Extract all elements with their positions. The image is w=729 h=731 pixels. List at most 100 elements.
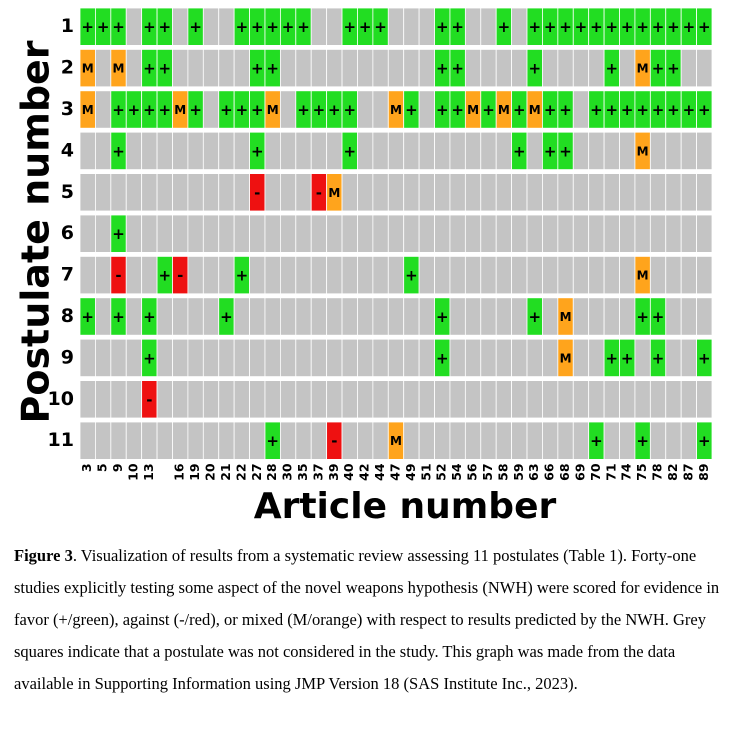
cell xyxy=(403,49,420,88)
cell xyxy=(372,380,389,419)
cell xyxy=(279,131,297,170)
cell xyxy=(572,173,590,212)
cell xyxy=(619,255,636,295)
cell xyxy=(202,380,220,419)
x-tick-label: 44 xyxy=(372,463,387,481)
cell xyxy=(326,255,343,295)
cell-label: + xyxy=(158,267,171,285)
cell-label: + xyxy=(528,60,541,78)
cell xyxy=(464,338,482,378)
cell xyxy=(95,131,112,170)
cell xyxy=(172,7,189,46)
x-tick-label: 57 xyxy=(480,463,495,480)
cell xyxy=(218,7,235,46)
cell xyxy=(665,338,682,378)
cell xyxy=(495,421,513,460)
cell xyxy=(125,173,143,212)
cell xyxy=(372,421,389,460)
x-tick-label: 35 xyxy=(295,463,310,480)
cell xyxy=(495,297,513,336)
cell xyxy=(603,214,620,253)
cell-label: + xyxy=(282,18,295,36)
cell xyxy=(495,131,513,170)
cell-label: + xyxy=(220,101,233,119)
cell-label: + xyxy=(251,101,264,119)
cell xyxy=(295,214,312,253)
cell xyxy=(526,338,543,378)
cell xyxy=(449,421,466,460)
cell xyxy=(619,214,636,253)
cell-label: + xyxy=(636,308,649,326)
cell xyxy=(279,421,297,460)
cell xyxy=(511,173,528,212)
cell xyxy=(542,297,559,336)
x-tick-label: 71 xyxy=(603,463,618,480)
cell xyxy=(418,380,435,419)
cell-label: M xyxy=(637,144,649,158)
cell xyxy=(696,7,713,46)
cell xyxy=(187,255,204,295)
cell-label: + xyxy=(636,18,649,36)
cell xyxy=(696,214,713,253)
cell xyxy=(125,297,143,336)
cell-label: + xyxy=(652,18,665,36)
cell xyxy=(557,49,574,88)
cell xyxy=(326,7,343,46)
cell xyxy=(464,173,482,212)
cell-label: + xyxy=(143,60,156,78)
cell xyxy=(79,338,96,378)
x-tick-label: 13 xyxy=(141,463,156,480)
cell xyxy=(187,421,204,460)
cell xyxy=(480,214,497,253)
cell-label: + xyxy=(236,18,249,36)
cell xyxy=(557,255,574,295)
y-tick-label: 8 xyxy=(61,305,74,327)
cell xyxy=(156,214,173,253)
cell xyxy=(588,338,605,378)
cell xyxy=(665,131,682,170)
cell-label: + xyxy=(590,101,603,119)
cell xyxy=(696,173,713,212)
cell-label: + xyxy=(559,18,572,36)
cell xyxy=(403,338,420,378)
x-tick-label: 78 xyxy=(650,463,665,480)
cell-label: + xyxy=(513,142,526,160)
cell xyxy=(464,131,482,170)
cell xyxy=(326,214,343,253)
cell-label: M xyxy=(637,62,649,76)
cell-label: + xyxy=(451,18,464,36)
cell xyxy=(202,214,220,253)
cell xyxy=(526,255,543,295)
cell xyxy=(79,421,96,460)
cell-label: + xyxy=(606,18,619,36)
cell-label: + xyxy=(112,225,125,243)
cell xyxy=(572,297,590,336)
cell xyxy=(233,49,250,88)
cell xyxy=(418,7,435,46)
cell xyxy=(110,380,127,419)
cell xyxy=(279,380,297,419)
cell xyxy=(511,338,528,378)
cell xyxy=(187,173,204,212)
cell xyxy=(125,421,143,460)
cell xyxy=(372,255,389,295)
cell-label: + xyxy=(683,101,696,119)
cell xyxy=(434,131,451,170)
cell xyxy=(357,214,374,253)
cell xyxy=(588,380,605,419)
cell-label: + xyxy=(374,18,387,36)
cell xyxy=(279,338,297,378)
cell xyxy=(125,49,143,88)
cell xyxy=(696,255,713,295)
cell xyxy=(372,90,389,129)
cell xyxy=(619,297,636,336)
cell-label: + xyxy=(158,60,171,78)
cell-label: + xyxy=(698,101,711,119)
cell xyxy=(387,131,405,170)
cell-label: M xyxy=(498,103,510,117)
cell-label: + xyxy=(528,308,541,326)
cell xyxy=(310,49,328,88)
cell-label: + xyxy=(544,18,557,36)
cell xyxy=(357,380,374,419)
cell xyxy=(341,173,358,212)
